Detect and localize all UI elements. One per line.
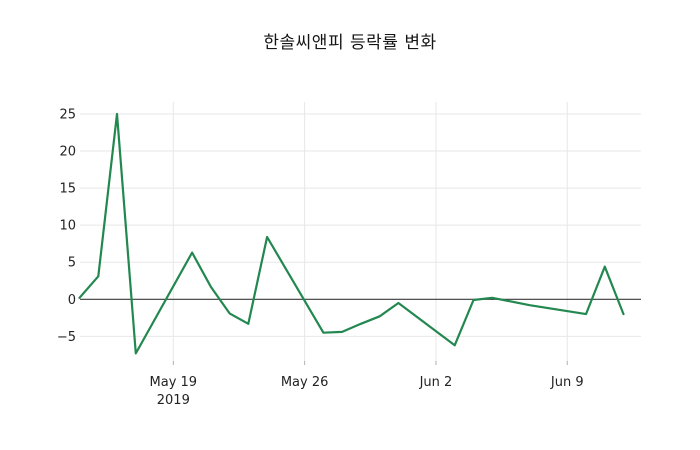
y-tick-label: 15 bbox=[59, 182, 76, 197]
y-tick-label: 25 bbox=[59, 107, 76, 122]
y-tick-label: −5 bbox=[57, 330, 76, 345]
price-change-line bbox=[78, 112, 625, 355]
x-tick-year-label: 2019 bbox=[157, 393, 190, 408]
y-tick-label: 0 bbox=[68, 293, 76, 308]
y-tick-label: 5 bbox=[68, 256, 76, 271]
x-tick-label: Jun 9 bbox=[550, 375, 584, 390]
x-tick-label: Jun 2 bbox=[419, 375, 453, 390]
x-tick-label: May 19 bbox=[150, 375, 198, 390]
chart-title: 한솔씨앤피 등락률 변화 bbox=[263, 33, 437, 53]
y-tick-label: 20 bbox=[59, 145, 76, 160]
x-tick-label: May 26 bbox=[281, 375, 329, 390]
y-tick-label: 10 bbox=[59, 219, 76, 234]
